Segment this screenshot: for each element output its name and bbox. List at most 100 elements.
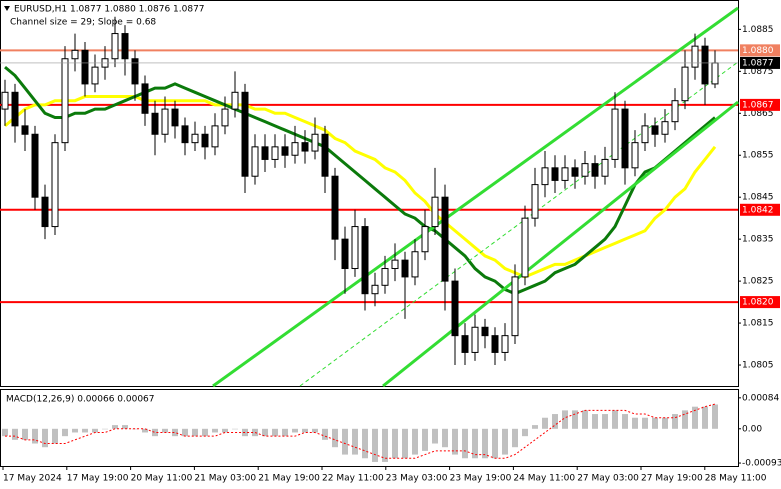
candle-body: [651, 125, 659, 135]
macd-bar: [592, 414, 598, 429]
moving-average: [4, 95, 717, 279]
macd-bar: [372, 428, 378, 462]
macd-bar: [542, 417, 548, 429]
y-tick-label: 1.0805: [742, 361, 774, 371]
macd-bar: [122, 425, 128, 429]
candle-body: [411, 251, 419, 278]
x-tick-label: 21 May 03:00: [194, 474, 256, 484]
macd-bar: [422, 428, 428, 451]
candle-body: [31, 133, 39, 198]
macd-bar: [672, 414, 678, 429]
y-tick-label: 0.00: [742, 424, 762, 434]
macd-bar: [382, 428, 388, 462]
candle-body: [171, 108, 179, 127]
x-tick-label: 22 May 11:00: [322, 474, 384, 484]
regression-channel: [212, 6, 739, 388]
last-price-box: [740, 56, 780, 69]
macd-bar: [32, 428, 38, 444]
candle-body: [631, 142, 639, 169]
candle-body: [561, 167, 569, 181]
candle-body: [621, 108, 629, 169]
candle-body: [461, 335, 469, 353]
macd-bar: [612, 410, 618, 429]
macd-bar: [192, 428, 198, 437]
candle-body: [261, 146, 269, 160]
candle-body: [321, 133, 329, 177]
candle-body: [521, 217, 529, 278]
candle-body: [251, 146, 259, 177]
macd-bar: [602, 414, 608, 429]
macd-bar: [302, 428, 308, 433]
macd-bar: [152, 428, 158, 437]
macd-bar: [482, 428, 488, 459]
candle-body: [511, 276, 519, 337]
macd-bar: [2, 428, 8, 437]
macd-bar: [642, 417, 648, 429]
macd-bar: [252, 428, 258, 437]
candle-body: [211, 125, 219, 148]
candle-body: [491, 335, 499, 353]
x-tick-label: 21 May 19:00: [258, 474, 320, 484]
macd-bar: [232, 428, 238, 430]
candle-body: [181, 125, 189, 144]
candle-body: [691, 45, 699, 68]
candle-body: [311, 133, 319, 152]
y-tick-label: 0.00084: [742, 393, 779, 403]
candle-body: [581, 163, 589, 177]
macd-bar: [112, 425, 118, 429]
candle-body: [641, 125, 649, 144]
candle-body: [11, 91, 19, 127]
candle-body: [711, 62, 719, 85]
candle-body: [481, 326, 489, 337]
macd-bar: [262, 428, 268, 437]
macd-bar: [102, 428, 108, 430]
x-tick-label: 23 May 19:00: [450, 474, 512, 484]
macd-bar: [52, 428, 58, 444]
candle-body: [421, 226, 429, 253]
candle-body: [81, 49, 89, 85]
level-label: 1.0880: [742, 46, 774, 56]
macd-bar: [582, 410, 588, 429]
macd-bar: [342, 428, 348, 455]
candle-body: [221, 108, 229, 127]
chart-title: EURUSD,H1 1.0877 1.0880 1.0876 1.0877: [14, 5, 205, 15]
macd-bar: [72, 428, 78, 433]
macd-bar: [282, 428, 288, 437]
candle-body: [201, 133, 209, 148]
macd-bar: [622, 414, 628, 429]
x-tick-label: 27 May 19:00: [641, 474, 703, 484]
candle-body: [551, 167, 559, 181]
macd-bar: [162, 428, 168, 433]
candle-body: [361, 226, 369, 295]
macd-title: MACD(12,26,9) 0.00066 0.00067: [6, 395, 155, 405]
y-tick-label: 1.0885: [742, 25, 774, 35]
x-tick-label: 20 May 11:00: [131, 474, 193, 484]
macd-bar: [352, 428, 358, 455]
y-tick-label: 1.0855: [742, 151, 774, 161]
y-tick-label: 1.0865: [742, 109, 774, 119]
macd-bar: [562, 410, 568, 429]
macd-bar: [502, 428, 508, 455]
macd-bar: [512, 428, 518, 448]
macd-bar: [462, 428, 468, 459]
x-tick-label: 27 May 03:00: [577, 474, 639, 484]
candle-body: [91, 66, 99, 85]
candle-body: [331, 175, 339, 240]
macd-bar: [42, 428, 48, 448]
candle-body: [681, 66, 689, 102]
macd-bar: [202, 428, 208, 437]
candle-body: [21, 125, 29, 135]
level-label-box: [740, 203, 780, 216]
candle-body: [351, 226, 359, 270]
macd-bar: [692, 406, 698, 429]
y-tick-label: 1.0835: [742, 235, 774, 245]
macd-bar: [222, 428, 228, 433]
level-label: 1.0867: [742, 100, 774, 110]
moving-average: [4, 65, 716, 296]
macd-bar: [682, 410, 688, 429]
macd-bar: [652, 417, 658, 429]
level-label-box: [740, 44, 780, 57]
macd-bar: [142, 428, 148, 433]
